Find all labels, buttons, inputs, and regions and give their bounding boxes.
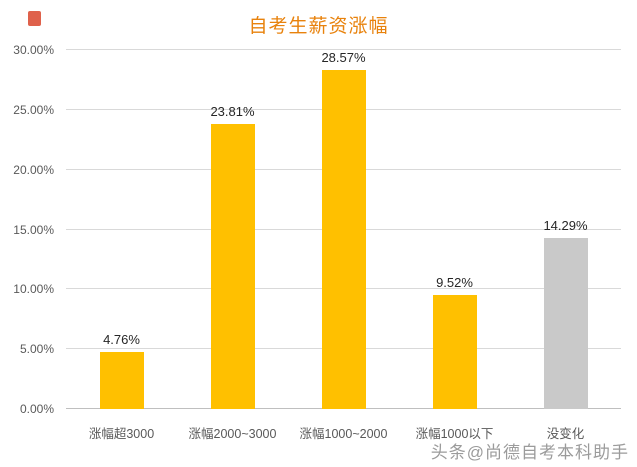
y-tick-label: 25.00%: [13, 102, 54, 117]
bar-column: 4.76%: [66, 50, 177, 409]
y-tick-label: 15.00%: [13, 222, 54, 237]
y-axis: 0.00% 5.00% 10.00% 15.00% 20.00% 25.00% 30.00%: [0, 43, 58, 416]
bar: [432, 295, 477, 409]
bar: [321, 70, 366, 409]
bar-column: 14.29%: [510, 50, 621, 409]
y-tick-label: 5.00%: [19, 342, 54, 357]
bars-group: 4.76% 23.81% 28.57% 9.52% 14.29%: [66, 50, 621, 409]
bar: [543, 238, 588, 409]
x-tick-label: 涨幅2000~3000: [188, 427, 277, 441]
gridline: [66, 49, 621, 50]
bar-column: 28.57%: [288, 50, 399, 409]
bar-column: 9.52%: [399, 50, 510, 409]
bar-value-label: 23.81%: [210, 104, 255, 120]
chart-title: 自考生薪资涨幅: [248, 16, 389, 37]
bar-value-label: 28.57%: [321, 50, 366, 65]
bar-column: 23.81%: [177, 50, 288, 409]
x-axis: 涨幅超3000 涨幅2000~3000 涨幅1000~2000 涨幅1000以下 没变化: [66, 415, 621, 449]
bar: [99, 352, 144, 409]
x-tick-label: 涨幅1000~2000: [299, 427, 388, 441]
y-tick-label: 10.00%: [13, 282, 54, 297]
bar-value-label: 9.52%: [436, 275, 473, 291]
x-tick-label: 涨幅超3000: [88, 427, 155, 441]
corner-red-mark: [28, 11, 41, 26]
x-tick-label: 没变化: [546, 427, 585, 441]
bar: [210, 124, 255, 409]
watermark: 头条@尚德自考本科助手: [430, 443, 629, 462]
y-tick-label: 20.00%: [13, 162, 54, 177]
y-tick-label: 0.00%: [19, 402, 54, 416]
y-tick-label: 30.00%: [13, 43, 54, 57]
plot-area: 4.76% 23.81% 28.57% 9.52% 14.29%: [66, 49, 621, 409]
bar-value-label: 4.76%: [103, 332, 140, 348]
x-tick-label: 涨幅1000以下: [415, 427, 494, 441]
bar-value-label: 14.29%: [543, 218, 588, 233]
